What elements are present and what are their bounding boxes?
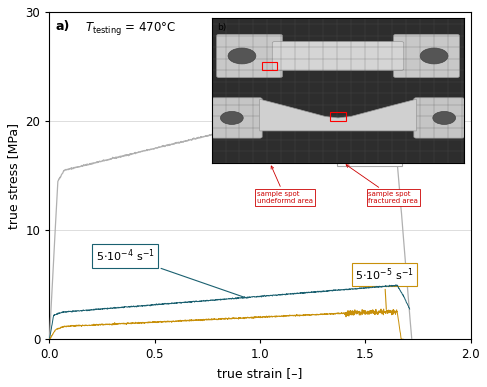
Text: $5{\cdot}10^{-5}\ \mathrm{s}^{-1}$: $5{\cdot}10^{-5}\ \mathrm{s}^{-1}$	[355, 266, 414, 309]
Text: $T_{\mathrm{testing}}$ = 470°C: $T_{\mathrm{testing}}$ = 470°C	[85, 20, 176, 37]
X-axis label: true strain [–]: true strain [–]	[217, 367, 303, 380]
Text: $5{\cdot}10^{-4}\ \mathrm{s}^{-1}$: $5{\cdot}10^{-4}\ \mathrm{s}^{-1}$	[96, 248, 247, 298]
Text: $1{\cdot}10^{-2}\ \mathrm{s}^{-1}$: $1{\cdot}10^{-2}\ \mathrm{s}^{-1}$	[321, 128, 399, 163]
Text: a): a)	[56, 20, 70, 33]
Y-axis label: true stress [MPa]: true stress [MPa]	[7, 123, 20, 229]
